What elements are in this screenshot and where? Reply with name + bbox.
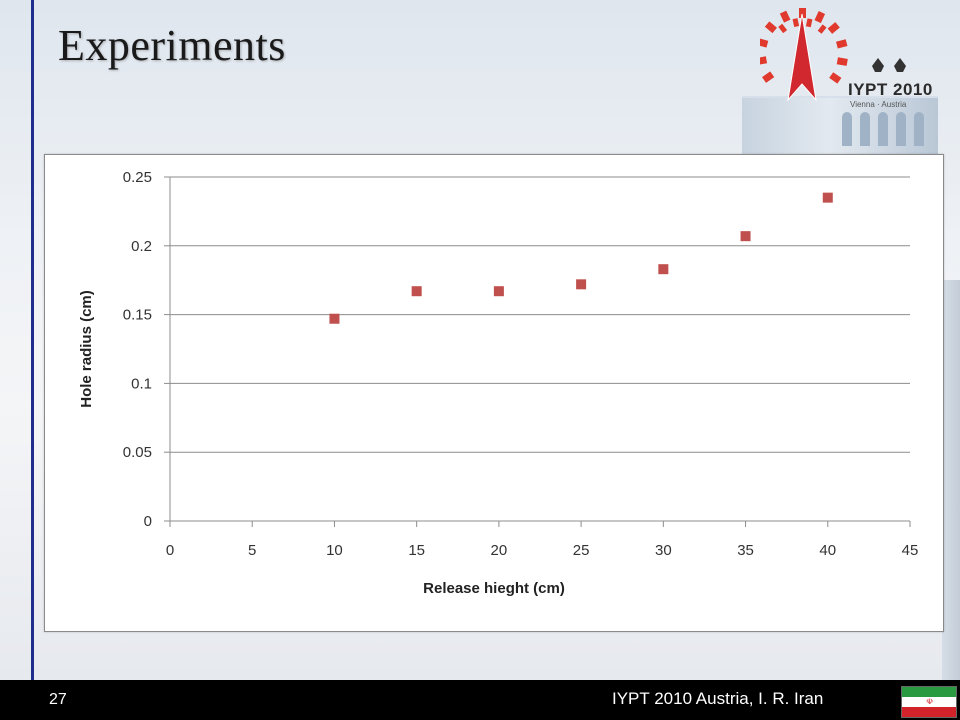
logo-title: IYPT 2010 [848,80,933,99]
slide-title: Experiments [58,21,286,70]
building-image [742,96,938,162]
page-number: 27 [49,691,67,708]
data-point [493,286,504,297]
x-tick-label: 10 [326,542,343,559]
x-tick-label: 25 [573,542,590,559]
data-point [576,279,587,290]
data-point [658,264,669,275]
building-edge-image [942,280,960,680]
logo-subtitle: Vienna · Austria [850,100,907,109]
x-axis-label: Release hieght (cm) [423,580,565,597]
y-tick-label: 0.05 [123,444,152,461]
footer-bar: 27 IYPT 2010 Austria, I. R. Iran ☫ [0,680,960,720]
y-tick-label: 0.2 [131,238,152,255]
x-tick-label: 0 [166,542,174,559]
data-point [329,313,340,324]
y-tick-label: 0 [144,513,152,530]
y-tick-label: 0.1 [131,375,152,392]
x-tick-label: 45 [902,542,919,559]
iypt-logo [760,8,906,102]
y-tick-label: 0.25 [123,169,152,186]
accent-bar [31,0,34,680]
y-axis-label: Hole radius (cm) [78,290,95,408]
data-point [822,192,833,203]
data-point [740,231,751,242]
x-tick-label: 5 [248,542,256,559]
x-tick-label: 20 [491,542,508,559]
y-tick-label: 0.15 [123,307,152,324]
chart-frame: 0 0.05 0.1 0.15 0.2 0.25 0 5 10 15 20 25 30 35 40 45 Rel… [44,154,944,632]
x-tick-label: 40 [819,542,836,559]
x-tick-label: 30 [655,542,672,559]
footer-text: IYPT 2010 Austria, I. R. Iran [612,689,824,708]
x-tick-label: 35 [737,542,754,559]
x-tick-label: 15 [408,542,425,559]
data-point [411,286,422,297]
scatter-chart: 0 0.05 0.1 0.15 0.2 0.25 0 5 10 15 20 25 30 35 40 45 Rel… [78,169,919,597]
iran-flag-icon: ☫ [901,686,957,718]
